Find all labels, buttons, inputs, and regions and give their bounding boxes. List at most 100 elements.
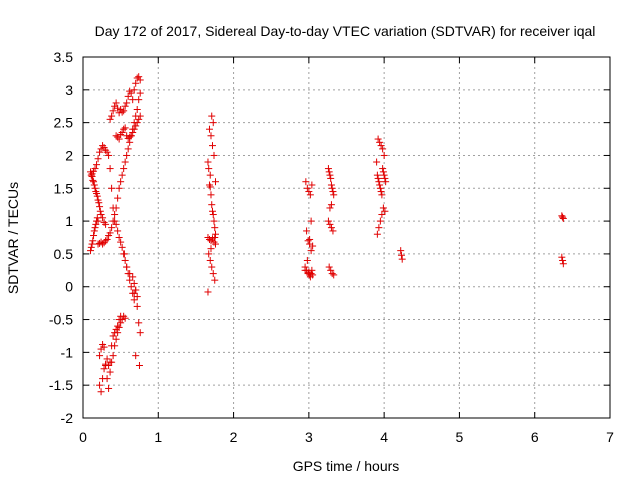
data-point (93, 214, 101, 222)
data-point (102, 220, 110, 228)
data-point (307, 217, 315, 225)
data-point (306, 191, 314, 199)
data-point (96, 239, 104, 247)
data-point (204, 158, 212, 166)
data-point (129, 273, 137, 281)
data-point (309, 242, 317, 250)
data-point (112, 132, 120, 140)
data-point (112, 335, 120, 343)
data-point (559, 213, 567, 221)
data-point (121, 256, 129, 264)
grid-lines (83, 57, 610, 418)
data-point (135, 319, 143, 327)
data-point (205, 235, 213, 243)
data-point (130, 86, 138, 94)
x-tick-label: 0 (79, 429, 87, 445)
data-point (325, 168, 333, 176)
data-point (97, 388, 105, 396)
y-tick-label: -2 (61, 410, 74, 426)
data-point (378, 211, 386, 219)
data-point (117, 238, 125, 246)
data-point (97, 145, 105, 153)
data-point (117, 178, 125, 186)
data-point (208, 207, 216, 215)
data-point (109, 204, 117, 212)
data-point (94, 155, 102, 163)
y-tick-label: -0.5 (49, 312, 73, 328)
data-point (112, 99, 120, 107)
data-point (132, 122, 140, 130)
data-point (109, 332, 117, 340)
axis-ticks: 0 1 2 3 4 5 6 7 -2 -1.5 -1 -0.5 0 0.5 1 1.5 2 2.5 3 3.5 (49, 49, 614, 445)
data-point (325, 263, 333, 271)
data-point (129, 128, 137, 136)
data-point (106, 358, 114, 366)
data-point (118, 128, 126, 136)
data-point (115, 316, 123, 324)
data-point (93, 192, 101, 200)
data-point (308, 266, 316, 274)
data-point (121, 124, 129, 132)
y-tick-label: 2 (65, 147, 73, 163)
x-tick-label: 7 (606, 429, 614, 445)
data-point (118, 108, 126, 116)
data-point (326, 220, 334, 228)
data-point (306, 235, 314, 243)
data-point (96, 352, 104, 360)
data-point (114, 104, 122, 112)
data-point (130, 289, 138, 297)
x-axis-title: GPS time / hours (293, 458, 400, 474)
data-point (118, 243, 126, 251)
y-axis-title: SDTVAR / TECUs (5, 182, 21, 294)
data-point (324, 217, 332, 225)
data-point (375, 178, 383, 186)
data-point (108, 112, 116, 120)
data-point (121, 102, 129, 110)
data-point (132, 79, 140, 87)
data-point (302, 178, 310, 186)
data-point (112, 325, 120, 333)
data-point (381, 174, 389, 182)
data-point (133, 293, 141, 301)
data-point (397, 247, 405, 255)
data-point (132, 352, 140, 360)
data-point (127, 283, 135, 291)
data-point (303, 256, 311, 264)
data-point (127, 132, 135, 140)
data-point (114, 227, 122, 235)
data-point (208, 263, 216, 271)
data-point (106, 165, 114, 173)
data-point (108, 224, 116, 232)
data-point (96, 381, 104, 389)
data-point (377, 142, 385, 150)
x-tick-label: 5 (456, 429, 464, 445)
data-point (328, 184, 336, 192)
data-point (127, 89, 135, 97)
data-point (379, 165, 387, 173)
data-point (105, 361, 113, 369)
data-point (103, 355, 111, 363)
data-point (309, 271, 317, 279)
data-point (89, 176, 97, 184)
data-point (373, 158, 381, 166)
data-point (374, 174, 382, 182)
data-point (558, 253, 566, 261)
y-tick-label: -1 (61, 344, 74, 360)
data-point (326, 171, 334, 179)
data-point (126, 270, 134, 278)
y-tick-label: 2.5 (54, 115, 74, 131)
data-point (136, 89, 144, 97)
data-point (115, 135, 123, 143)
data-point (136, 329, 144, 337)
data-point (121, 314, 129, 322)
data-point (210, 151, 218, 159)
data-point (135, 96, 143, 104)
data-point (205, 250, 213, 258)
data-point (373, 171, 381, 179)
y-tick-label: 1 (65, 213, 73, 229)
data-point (117, 312, 125, 320)
data-point (99, 240, 107, 248)
x-tick-label: 1 (154, 429, 162, 445)
x-tick-label: 6 (531, 429, 539, 445)
y-tick-label: -1.5 (49, 377, 73, 393)
